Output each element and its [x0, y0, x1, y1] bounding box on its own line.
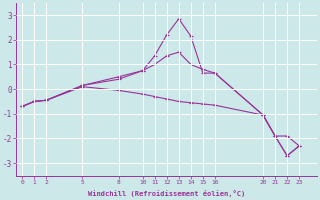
X-axis label: Windchill (Refroidissement éolien,°C): Windchill (Refroidissement éolien,°C) — [88, 190, 245, 197]
